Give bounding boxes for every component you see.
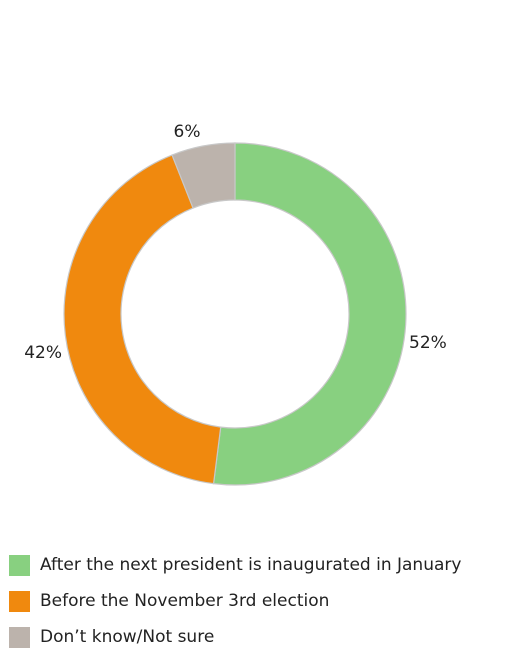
donut-slice bbox=[63, 154, 222, 485]
legend-swatch bbox=[9, 627, 30, 648]
donut-slice bbox=[212, 142, 407, 486]
donut-chart: 52% 42% 6% bbox=[24, 122, 447, 486]
legend-item: Don’t know/Not sure bbox=[9, 627, 461, 648]
slice-labels: 52% 42% 6% bbox=[24, 122, 447, 363]
legend-swatch bbox=[9, 555, 30, 576]
slice-value-label: 52% bbox=[409, 333, 447, 353]
donut-slice bbox=[171, 142, 236, 209]
legend-item: Before the November 3rd election bbox=[9, 591, 461, 612]
donut-slices bbox=[63, 142, 407, 486]
legend-label: Don’t know/Not sure bbox=[40, 627, 215, 647]
slice-value-label: 42% bbox=[24, 343, 62, 363]
slice-value-label: 6% bbox=[174, 122, 201, 142]
legend-label: Before the November 3rd election bbox=[40, 591, 330, 611]
legend-label: After the next president is inaugurated … bbox=[40, 555, 462, 575]
legend-item: After the next president is inaugurated … bbox=[9, 555, 461, 576]
chart-legend: After the next president is inaugurated … bbox=[9, 555, 461, 648]
legend-swatch bbox=[9, 591, 30, 612]
